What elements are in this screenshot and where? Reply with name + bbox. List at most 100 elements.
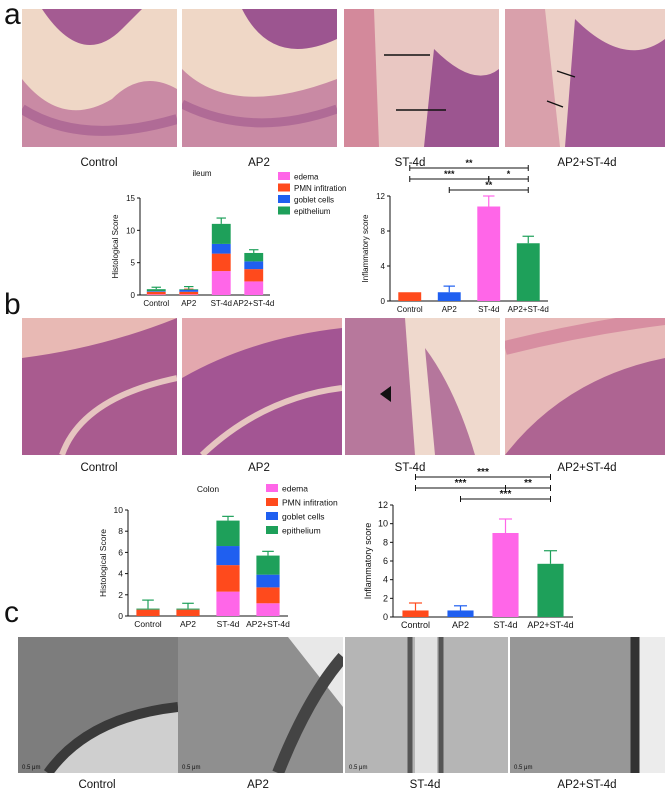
- y-axis-label: Inflammatory score: [361, 214, 370, 283]
- ileum-inflammatory-chart: 0 4 8 12 Inflammatory score Control AP2 ST-4d AP…: [358, 158, 553, 318]
- chart-title: Colon: [197, 484, 219, 494]
- ileum-caption-st4d: ST-4d: [394, 157, 426, 169]
- ileum-micrograph-ap2-st4d: [505, 9, 665, 147]
- y-tick-label: 2: [118, 590, 123, 600]
- x-tick-label: AP2+ST-4d: [246, 619, 290, 629]
- bar-segment: [176, 609, 200, 616]
- y-tick-label: 4: [118, 569, 123, 579]
- significance-label: *: [507, 169, 511, 179]
- x-tick-label: AP2+ST-4d: [527, 620, 573, 630]
- colon-inflammatory-chart: 0 2 4 6 8 10 12 Inflammatory score Control AP2 ST-…: [355, 465, 585, 633]
- colon-micrograph-st4d: [345, 318, 500, 455]
- bar-segment: [136, 609, 160, 616]
- legend-swatch: [266, 484, 278, 492]
- x-tick-label: Control: [397, 305, 423, 314]
- bar-segment: [216, 591, 240, 616]
- bar: [477, 206, 501, 301]
- y-tick-label: 10: [126, 226, 135, 235]
- legend-swatch: [278, 195, 290, 203]
- y-axis-label: Histological Score: [98, 529, 108, 597]
- y-tick-label: 0: [131, 291, 136, 300]
- x-tick-label: AP2: [180, 619, 196, 629]
- bar-segment: [244, 252, 264, 262]
- bar-segment: [179, 289, 199, 290]
- y-tick-label: 10: [378, 519, 388, 529]
- legend-label: epithelium: [282, 526, 321, 536]
- bar-segment: [211, 271, 231, 295]
- x-tick-label: AP2: [442, 305, 458, 314]
- legend-swatch: [278, 172, 290, 180]
- colon-micrograph-control: [22, 318, 177, 455]
- colon-caption-control: Control: [80, 462, 118, 474]
- bar-segment: [244, 261, 264, 270]
- y-tick-label: 8: [118, 526, 123, 536]
- x-tick-label: ST-4d: [211, 299, 232, 308]
- bar-segment: [216, 546, 240, 566]
- significance-label: ***: [500, 489, 512, 500]
- bar-segment: [179, 289, 199, 292]
- tem-scale-label-ap2-st4d: 0.5 μm: [514, 765, 532, 771]
- bar-segment: [256, 574, 280, 588]
- ileum-caption-ap2-st4d: AP2+ST-4d: [557, 157, 617, 169]
- ileum-micrograph-st4d: [344, 9, 499, 147]
- ileum-caption-ap2: AP2: [248, 157, 270, 169]
- x-tick-label: ST-4d: [493, 620, 517, 630]
- colon-caption-ap2: AP2: [248, 462, 270, 474]
- bar: [492, 533, 519, 617]
- legend-swatch: [266, 512, 278, 520]
- legend-label: edema: [282, 484, 308, 494]
- panel-label-a: a: [4, 0, 21, 31]
- bar-segment: [146, 294, 166, 295]
- bar-segment: [211, 223, 231, 244]
- bar-segment: [146, 291, 166, 295]
- y-tick-label: 6: [118, 547, 123, 557]
- y-tick-label: 4: [383, 575, 388, 585]
- bar: [437, 292, 461, 301]
- x-tick-label: Control: [134, 619, 162, 629]
- ileum-histology-chart: 0 5 10 15 Histological Score ileum Control AP2 S…: [110, 168, 375, 310]
- bar-segment: [146, 291, 166, 292]
- tem-image-ap2: 0.5 μm: [178, 637, 343, 773]
- legend-swatch: [266, 498, 278, 506]
- y-tick-label: 2: [383, 593, 388, 603]
- ileum-micrograph-control: [22, 9, 177, 147]
- bar-segment: [146, 289, 166, 292]
- colon-histology-chart: 0 2 4 6 8 10 Histological Score Colon Control AP2…: [88, 478, 373, 634]
- y-tick-label: 5: [131, 259, 136, 268]
- y-axis-label: Histological Score: [111, 214, 120, 279]
- tem-caption-st4d: ST-4d: [409, 779, 441, 791]
- bar-segment: [256, 603, 280, 616]
- significance-label: ***: [444, 169, 455, 179]
- colon-caption-ap2-st4d: AP2+ST-4d: [557, 462, 617, 474]
- y-tick-label: 12: [378, 500, 388, 510]
- bar: [402, 610, 429, 617]
- bar-segment: [176, 608, 200, 610]
- y-tick-label: 10: [114, 505, 124, 515]
- tem-caption-control: Control: [78, 779, 116, 791]
- bar-segment: [256, 555, 280, 575]
- bar-segment: [244, 269, 264, 282]
- y-tick-label: 6: [383, 556, 388, 566]
- y-tick-label: 12: [376, 192, 385, 201]
- tem-scale-label-ap2: 0.5 μm: [182, 765, 200, 771]
- panel-label-b: b: [4, 288, 21, 321]
- legend-label: edema: [294, 173, 319, 182]
- y-tick-label: 15: [126, 194, 135, 203]
- bar: [537, 563, 564, 617]
- bar-segment: [256, 587, 280, 604]
- panel-label-c: c: [4, 596, 19, 629]
- bar-segment: [179, 294, 199, 295]
- bar-segment: [244, 281, 264, 295]
- significance-label: **: [485, 180, 493, 190]
- legend-swatch: [266, 526, 278, 534]
- legend-label: goblet cells: [282, 512, 325, 522]
- colon-caption-st4d: ST-4d: [394, 462, 426, 474]
- ileum-micrograph-ap2: [182, 9, 337, 147]
- x-tick-label: AP2: [181, 299, 197, 308]
- tem-image-control: 0.5 μm: [18, 637, 178, 773]
- tem-image-st4d: 0.5 μm: [345, 637, 508, 773]
- ileum-caption-control: Control: [80, 157, 118, 169]
- bar: [447, 610, 474, 617]
- bar-segment: [216, 565, 240, 592]
- x-tick-label: AP2: [452, 620, 469, 630]
